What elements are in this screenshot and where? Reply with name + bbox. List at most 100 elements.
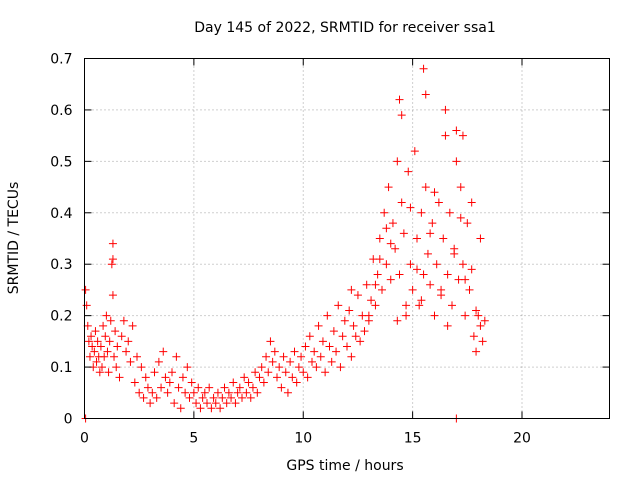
data-point xyxy=(314,321,323,330)
data-point xyxy=(360,327,369,336)
data-point xyxy=(417,208,426,217)
data-point xyxy=(257,363,266,372)
data-point xyxy=(316,352,325,361)
data-point xyxy=(428,219,437,228)
data-point xyxy=(279,352,288,361)
data-point xyxy=(242,388,251,397)
data-point xyxy=(233,388,242,397)
data-point xyxy=(253,388,262,397)
data-point xyxy=(194,383,203,392)
data-point xyxy=(417,296,426,305)
data-point xyxy=(104,368,113,377)
data-point xyxy=(152,393,161,402)
data-point xyxy=(410,147,419,156)
data-point xyxy=(406,203,415,212)
y-axis-label: SRMTID / TECUs xyxy=(6,182,22,295)
data-point xyxy=(88,342,97,351)
data-point xyxy=(371,280,380,289)
data-point xyxy=(441,105,450,114)
data-point xyxy=(465,285,474,294)
data-point xyxy=(452,126,461,135)
data-point xyxy=(107,260,116,269)
data-point xyxy=(133,352,141,361)
data-point xyxy=(406,260,415,269)
data-point xyxy=(325,342,334,351)
data-point xyxy=(388,219,397,228)
data-point xyxy=(402,311,411,320)
data-point xyxy=(126,357,135,366)
data-point xyxy=(362,280,371,289)
data-point xyxy=(222,399,231,408)
data-point xyxy=(356,337,365,346)
data-point xyxy=(112,363,121,372)
data-point xyxy=(445,208,454,217)
data-point xyxy=(397,198,406,207)
data-point xyxy=(382,224,391,233)
data-point xyxy=(251,368,260,377)
data-point xyxy=(238,393,246,402)
data-point xyxy=(378,285,386,294)
data-point xyxy=(391,244,400,253)
y-tick-label: 0.4 xyxy=(50,206,72,222)
data-point xyxy=(384,183,393,192)
tick-labels: 0 5 10 15 20 0 0.1 0.2 0.3 0.4 0.5 0.6 0.7 xyxy=(50,52,531,447)
data-point xyxy=(347,285,356,294)
data-point xyxy=(458,131,467,140)
data-point xyxy=(340,316,349,325)
data-point xyxy=(461,311,470,320)
data-point xyxy=(474,311,483,320)
data-point xyxy=(476,234,485,243)
data-point xyxy=(310,347,319,356)
data-point xyxy=(380,208,389,217)
data-point xyxy=(270,347,279,356)
chart-title: Day 145 of 2022, SRMTID for receiver ssa… xyxy=(194,20,496,36)
data-point xyxy=(198,393,207,402)
data-point xyxy=(231,399,240,408)
data-point xyxy=(345,306,354,315)
data-point xyxy=(216,404,225,413)
data-point xyxy=(203,399,211,408)
data-point xyxy=(100,352,109,361)
data-point xyxy=(292,378,301,387)
data-point xyxy=(141,373,150,382)
data-point xyxy=(373,270,382,279)
data-point xyxy=(353,291,362,300)
data-point xyxy=(83,321,92,330)
data-point xyxy=(275,363,284,372)
data-point xyxy=(469,332,478,341)
data-point xyxy=(115,373,124,382)
y-tick-label: 0.3 xyxy=(50,257,72,273)
data-point xyxy=(432,260,441,269)
data-point xyxy=(192,399,201,408)
y-tick-label: 0.1 xyxy=(50,360,72,376)
data-point xyxy=(351,332,360,341)
data-point xyxy=(246,393,255,402)
data-point xyxy=(255,373,264,382)
grid xyxy=(84,58,610,419)
data-point xyxy=(343,342,351,351)
data-point xyxy=(386,239,395,248)
data-point xyxy=(434,198,443,207)
plot-frame xyxy=(84,58,610,419)
data-point xyxy=(161,373,170,382)
data-point xyxy=(92,357,101,366)
data-point xyxy=(395,95,404,104)
data-point xyxy=(419,64,428,73)
data-point xyxy=(375,255,384,264)
data-point xyxy=(105,337,114,346)
data-point xyxy=(286,357,295,366)
data-point xyxy=(305,332,314,341)
data-point xyxy=(297,352,306,361)
data-point xyxy=(113,342,122,351)
data-point xyxy=(163,388,172,397)
x-axis-label: GPS time / hours xyxy=(286,458,403,474)
data-point xyxy=(224,388,233,397)
x-tick-label: 15 xyxy=(404,431,422,447)
data-point xyxy=(329,327,338,336)
data-point xyxy=(332,347,341,356)
data-point xyxy=(336,363,345,372)
data-point xyxy=(103,347,112,356)
data-point xyxy=(338,332,347,341)
y-tick-label: 0.6 xyxy=(50,103,72,119)
